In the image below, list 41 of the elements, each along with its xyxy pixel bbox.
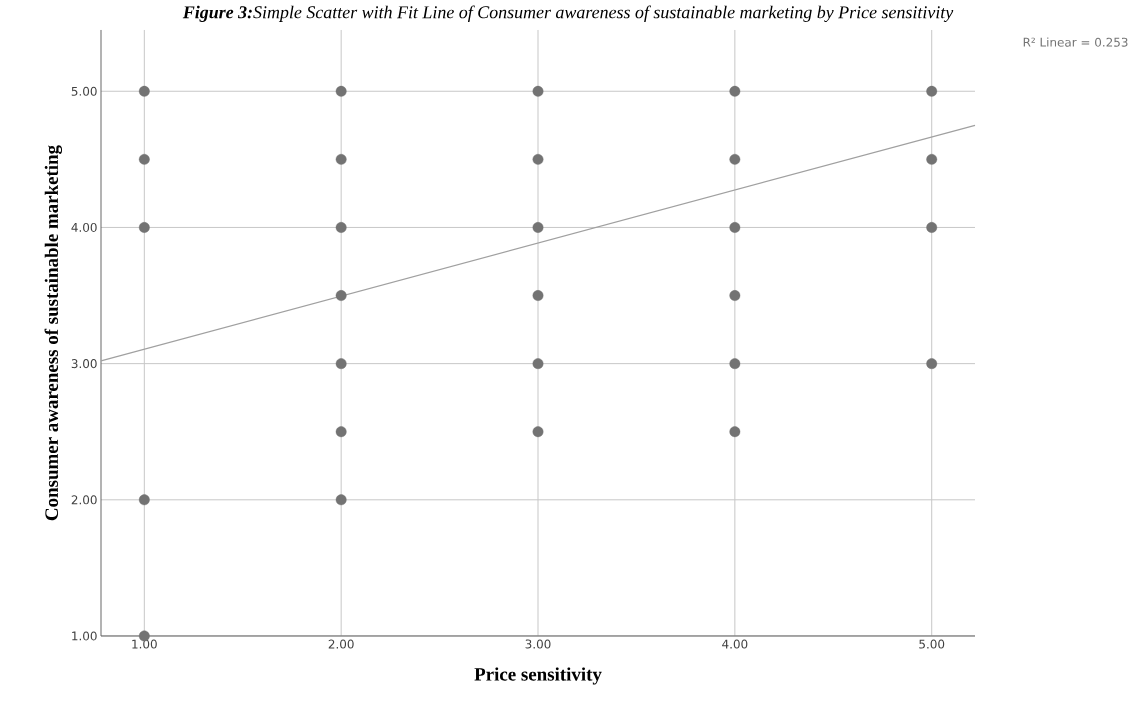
point bbox=[729, 222, 741, 233]
point bbox=[926, 358, 938, 370]
point bbox=[335, 222, 347, 233]
chart-title: Figure 3:Simple Scatter with Fit Line of Consumer awareness of sustainable marketing by Price sensitivity bbox=[182, 5, 954, 23]
y-tick-label: 5.00 bbox=[71, 86, 97, 96]
x-tick-label: 3.00 bbox=[525, 639, 551, 649]
x-tick-label: 4.00 bbox=[722, 639, 748, 649]
point bbox=[729, 426, 741, 438]
x-tick-label: 5.00 bbox=[919, 639, 945, 649]
x-axis-title: Price sensitivity bbox=[474, 667, 602, 685]
x-tick-label: 1.00 bbox=[132, 639, 157, 649]
point bbox=[138, 222, 150, 233]
point bbox=[532, 426, 544, 438]
point bbox=[335, 290, 347, 301]
point bbox=[335, 358, 347, 370]
x-tick-label: 2.00 bbox=[328, 639, 354, 649]
y-tick-label: 2.00 bbox=[71, 495, 97, 505]
point bbox=[138, 153, 150, 165]
point bbox=[926, 153, 938, 165]
y-tick-label: 4.00 bbox=[71, 222, 97, 232]
point bbox=[335, 153, 347, 165]
point bbox=[729, 153, 741, 165]
point bbox=[335, 85, 347, 97]
y-axis-title: Consumer awareness of sustainable marketing bbox=[44, 145, 63, 521]
point bbox=[335, 426, 347, 438]
point bbox=[926, 222, 938, 233]
point bbox=[532, 85, 544, 97]
point bbox=[729, 358, 741, 370]
point bbox=[532, 153, 544, 165]
point bbox=[926, 85, 938, 97]
point bbox=[729, 290, 741, 301]
text: R² Linear = 0.253 bbox=[1023, 37, 1128, 47]
point bbox=[138, 494, 150, 506]
y-tick-label: 3.00 bbox=[71, 359, 97, 369]
point bbox=[532, 290, 544, 301]
point bbox=[138, 85, 150, 97]
point bbox=[335, 494, 347, 506]
point bbox=[532, 222, 544, 233]
point bbox=[729, 85, 741, 97]
y-tick-label: 1.00 bbox=[72, 631, 97, 641]
point bbox=[532, 358, 544, 370]
